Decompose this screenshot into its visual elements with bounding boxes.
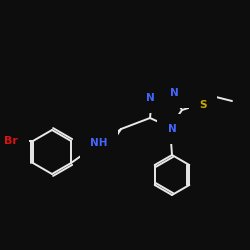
Text: N: N xyxy=(170,88,178,98)
Text: Br: Br xyxy=(4,136,18,146)
Text: N: N xyxy=(146,93,154,103)
Text: NH: NH xyxy=(90,138,108,148)
Text: N: N xyxy=(168,124,176,134)
Text: S: S xyxy=(199,100,207,110)
